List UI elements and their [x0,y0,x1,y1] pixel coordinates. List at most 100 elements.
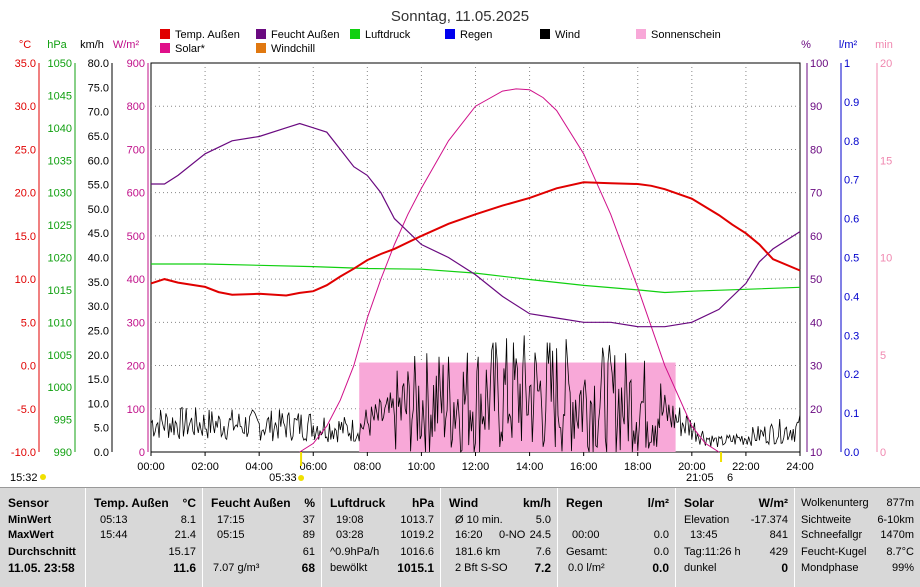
pressure-series [151,263,801,294]
rain-header: Regen [566,496,603,510]
sunshine-axis-unit: min [875,39,893,51]
wind-current-value: 7.2 [534,561,551,575]
temp-max-value: 21.4 [174,529,196,541]
x-tick-label: 08:00 [354,461,382,473]
x-tick-label: 00:00 [137,461,165,473]
humidity-axis-tick: 50 [810,274,822,286]
pressure-trend: ^0.9hPa/h [330,546,380,558]
sunset-extra-label: 6 [727,472,733,484]
wind-axis-tick: 35.0 [88,277,109,289]
temp-max-time: 15:44 [100,529,128,541]
temp-avg-value: 15.17 [168,546,196,558]
wind-axis-tick: 65.0 [88,131,109,143]
pressure-min-value: 1013.7 [400,514,434,526]
temp-axis-tick: 10.0 [15,274,36,286]
legend-label: Sonnenschein [651,29,721,41]
temp-min-time: 05:13 [100,514,128,526]
temp-axis-tick: 0.0 [21,361,36,373]
wind-column: Wind km/h Ø 10 min. 5.0 16:20 0-NO 24.5 181.… [441,488,558,587]
snowline-value: 1470m [880,529,914,541]
rain-unit: l/m² [647,496,669,510]
pressure-axis-tick: 1010 [48,317,72,329]
temp-axis-tick: 25.0 [15,144,36,156]
solar-column: Solar W/m² Elevation -17.374 13:45 841 Tag:… [676,488,795,587]
wind-axis-tick: 20.0 [88,350,109,362]
wind-axis-unit: km/h [80,39,104,51]
legend-label: Windchill [271,43,315,55]
legend-label: Wind [555,29,580,41]
rain-max-time: 00:00 [572,529,600,541]
solar-header: Solar [684,496,715,510]
sun-marker-left [40,474,46,480]
wind-axis-tick: 40.0 [88,253,109,265]
x-tick-label: 24:00 [786,461,814,473]
wind-series [150,335,801,454]
misc-column: Wolkenunterg 877m Sichtweite 6-10km Schnee… [795,488,920,587]
wind-axis-tick: 60.0 [88,155,109,167]
rain-axis-tick: 0.7 [844,175,859,187]
rain-axis-tick: 0.1 [844,408,859,420]
x-tick-label: 12:00 [462,461,490,473]
pressure-axis-tick: 1035 [48,155,72,167]
humidity-axis-tick: 90 [810,101,822,113]
solar-axis-tick: 300 [127,317,145,329]
legend-swatch [636,29,646,39]
sunrise-dot [298,475,305,481]
rain-total-value: 0.0 [653,546,669,558]
humidity-min-value: 37 [302,514,315,526]
x-tick-label: 04:00 [245,461,273,473]
solar-axis-tick: 600 [127,188,145,200]
moonphase-label: Mondphase [801,562,859,574]
wind-avg-label: Ø 10 min. [455,514,503,526]
rain-axis-tick: 0.0 [844,447,859,459]
solar-axis-tick: 100 [127,404,145,416]
weather-chart: Sonntag, 11.05.2025 Temp. Außen Feucht Auß… [10,8,893,484]
solar-avg-value: 429 [769,546,788,558]
sensor-column: Sensor MinWert MaxWert Durchschnitt 11.0… [0,488,86,587]
humidity-max-value: 89 [302,529,315,541]
solar-elevation-value: -17.374 [750,514,788,526]
pressure-max-time: 03:28 [336,529,364,541]
rain-column: Regen l/m² 00:00 0.0 Gesamt: 0.0 0.0 l/m² 0.… [558,488,676,587]
humidity-current-value: 68 [301,561,315,575]
pressure-unit: hPa [411,496,434,510]
wind-axis-tick: 75.0 [88,82,109,94]
pressure-axis-tick: 1040 [48,123,72,135]
humidity-axis-tick: 70 [810,188,822,200]
temp-axis-tick: 35.0 [15,58,36,70]
temp-min-value: 8.1 [180,514,196,526]
temperature-series [150,181,801,297]
pressure-axis-tick: 990 [54,447,72,459]
legend-label: Solar* [175,43,206,55]
humidity-axis-tick: 80 [810,144,822,156]
legend-swatch [160,43,170,53]
sunshine-axis-tick: 10 [880,253,892,265]
pressure-header: Luftdruck [330,496,386,510]
rain-axis-tick: 0.5 [844,253,859,265]
sensor-header: Sensor [8,496,49,510]
pressure-axis-tick: 1050 [48,58,72,70]
wind-axis-tick: 55.0 [88,180,109,192]
sunrise-label: 05:33 [269,472,297,484]
pressure-column: Luftdruck hPa 19:08 1013.7 03:28 1019.2 ^0.… [322,488,441,587]
rain-axis-tick: 0.2 [844,369,859,381]
wind-axis-tick: 10.0 [88,398,109,410]
wetbulb-label: Feucht-Kugel [801,546,867,558]
temp-axis-tick: 5.0 [21,317,36,329]
humidity-max-time: 05:15 [217,529,245,541]
humidity-header: Feucht Außen [211,496,291,510]
daylength: Tag:11:26 h [684,546,741,558]
x-tick-label: 06:00 [299,461,327,473]
sunset-label: 21:05 [686,472,714,484]
wind-run-avg: 7.6 [535,546,551,558]
rain-axis-tick: 0.6 [844,214,859,226]
humidity-axis-tick: 100 [810,58,828,70]
legend-swatch [160,29,170,39]
pressure-axis-tick: 1030 [48,188,72,200]
wind-beaufort: 2 Bft S-SO [455,562,508,574]
pressure-axis-tick: 1005 [48,350,72,362]
chart-title: Sonntag, 11.05.2025 [391,8,529,25]
legend-label: Feucht Außen [271,29,340,41]
pressure-axis-tick: 995 [54,415,72,427]
